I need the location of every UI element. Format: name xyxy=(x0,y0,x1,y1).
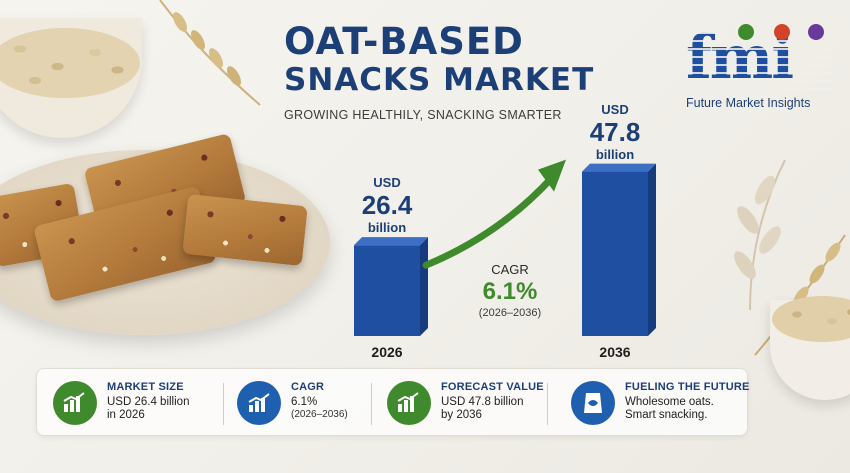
bar-top-2026 xyxy=(354,237,428,246)
growth-arrow xyxy=(422,174,556,269)
wheat-stalk-icon xyxy=(159,0,261,106)
currency-label: USD xyxy=(601,101,629,117)
snack-bag-icon xyxy=(571,381,615,425)
x-tick-label: 2036 xyxy=(599,344,631,360)
logo-dot xyxy=(738,24,754,40)
leaf-sprig-icon xyxy=(734,159,786,310)
logo-caption: Future Market Insights xyxy=(686,96,811,110)
summary-detail: (2026–2036) xyxy=(291,409,348,420)
page-title-line-2: SNACKS MARKET xyxy=(284,62,595,98)
cagr-label: CAGR xyxy=(491,262,529,277)
x-tick-label: 2026 xyxy=(371,344,403,360)
cagr-range: (2026–2036) xyxy=(478,307,542,319)
bar-value-label: USD 47.8 billion xyxy=(570,102,660,162)
divider xyxy=(547,383,548,425)
fmi-logo: fmi xyxy=(686,24,836,116)
cagr-annotation: CAGR 6.1% (2026–2036) xyxy=(460,262,560,319)
summary-strip: MARKET SIZE USD 26.4 billion in 2026 CAG… xyxy=(36,368,749,436)
unit-label: billion xyxy=(367,220,407,236)
rolled-oats-image xyxy=(772,296,850,342)
bar-value: 47.8 xyxy=(589,116,641,147)
bar-2036 xyxy=(582,171,648,336)
summary-value: USD 26.4 billion xyxy=(107,396,190,408)
summary-value: USD 47.8 billion xyxy=(441,396,524,408)
currency-label: USD xyxy=(373,175,401,191)
unit-label: billion xyxy=(595,146,635,162)
growth-chart-icon xyxy=(237,381,281,425)
logo-dot xyxy=(808,24,824,40)
logo-dot xyxy=(774,24,790,40)
bar-chart-icon xyxy=(53,381,97,425)
growth-arrow-head xyxy=(538,159,566,192)
rolled-oats-image xyxy=(0,28,140,98)
bar-side-2036 xyxy=(648,163,656,336)
summary-detail: Smart snacking. xyxy=(625,409,708,421)
bar-top-2036 xyxy=(582,163,656,172)
divider xyxy=(223,383,224,425)
bar-value: 26.4 xyxy=(361,190,413,221)
wheat-stalk-icon xyxy=(754,234,846,356)
divider xyxy=(371,383,372,425)
cagr-value: 6.1% xyxy=(482,278,538,305)
page-subtitle: GROWING HEALTHILY, SNACKING SMARTER xyxy=(284,108,562,122)
summary-title: MARKET SIZE xyxy=(107,381,184,393)
summary-detail: by 2036 xyxy=(441,409,482,421)
summary-title: FORECAST VALUE xyxy=(441,381,544,393)
page-title-line-1: OAT-BASED xyxy=(284,20,524,63)
summary-value: 6.1% xyxy=(291,396,318,408)
summary-value: Wholesome oats. xyxy=(625,396,714,408)
forecast-chart-icon xyxy=(387,381,431,425)
bar-value-label: USD 26.4 billion xyxy=(342,175,432,235)
summary-title: FUELING THE FUTURE xyxy=(625,381,750,393)
summary-detail: in 2026 xyxy=(107,409,145,421)
summary-title: CAGR xyxy=(291,381,325,393)
bar-side-2026 xyxy=(420,237,428,336)
bar-2026 xyxy=(354,245,420,336)
